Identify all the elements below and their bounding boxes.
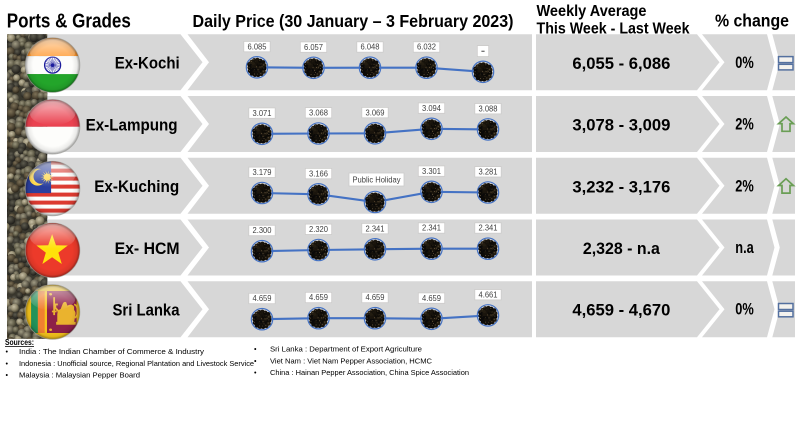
svg-text:3.281: 3.281: [479, 168, 498, 177]
svg-text:2%: 2%: [735, 116, 754, 134]
svg-text:Ex-Kochi: Ex-Kochi: [115, 54, 180, 73]
svg-text:Ports & Grades: Ports & Grades: [7, 10, 131, 32]
svg-text:4.659: 4.659: [422, 294, 441, 303]
svg-text:Sri Lanka: Sri Lanka: [113, 301, 180, 320]
svg-text:Ex-Kuching: Ex-Kuching: [94, 177, 179, 196]
svg-text:0%: 0%: [735, 301, 754, 319]
svg-text:•: •: [254, 356, 257, 365]
svg-text:4.659: 4.659: [253, 294, 272, 303]
svg-text:India : The Indian Chamber of: India : The Indian Chamber of Commerce &…: [19, 347, 204, 356]
svg-text:•: •: [6, 347, 9, 356]
svg-text:Malaysia : Malaysian Pepper Bo: Malaysia : Malaysian Pepper Board: [19, 371, 140, 380]
svg-text:Sri Lanka : Department of Expo: Sri Lanka : Department of Export Agricul…: [270, 345, 422, 354]
svg-text:Daily Price (30 January – 3 Fe: Daily Price (30 January – 3 February 202…: [193, 11, 514, 31]
svg-text:0%: 0%: [735, 54, 754, 72]
svg-text:3.071: 3.071: [253, 109, 272, 118]
svg-text:% change: % change: [715, 10, 789, 30]
svg-text:2,328 - n.a: 2,328 - n.a: [583, 239, 661, 258]
svg-text:6.085: 6.085: [248, 42, 268, 51]
svg-text:6.032: 6.032: [417, 43, 436, 52]
svg-text:Weekly Average: Weekly Average: [537, 3, 647, 20]
svg-text:3.301: 3.301: [422, 167, 441, 176]
svg-text:6,055 - 6,086: 6,055 - 6,086: [572, 54, 670, 73]
svg-text:4.661: 4.661: [479, 290, 498, 299]
svg-text:6.048: 6.048: [361, 43, 380, 52]
svg-text:3.088: 3.088: [479, 104, 498, 113]
svg-text:Sources:: Sources:: [5, 338, 34, 347]
svg-text:2.320: 2.320: [309, 225, 329, 234]
svg-text:2.341: 2.341: [422, 224, 441, 233]
svg-text:4.659: 4.659: [366, 293, 385, 302]
svg-text:2.341: 2.341: [366, 224, 385, 233]
svg-text:n.a: n.a: [735, 239, 754, 257]
svg-text:•: •: [254, 368, 257, 377]
svg-text:3.069: 3.069: [366, 108, 385, 117]
svg-text:Indonesia : Unofficial source,: Indonesia : Unofficial source, Regional …: [19, 359, 254, 368]
svg-text:3.179: 3.179: [253, 168, 272, 177]
svg-text:This Week - Last Week: This Week - Last Week: [537, 21, 690, 38]
svg-text:2.300: 2.300: [253, 226, 273, 235]
svg-text:4.659: 4.659: [309, 293, 328, 302]
svg-text:•: •: [6, 371, 9, 380]
svg-text:3.166: 3.166: [309, 169, 328, 178]
svg-text:Ex-Lampung: Ex-Lampung: [86, 115, 178, 134]
svg-text:3.094: 3.094: [422, 104, 442, 113]
svg-text:China : Hainan Pepper Associat: China : Hainan Pepper Association, China…: [270, 368, 469, 377]
svg-text:3,232 - 3,176: 3,232 - 3,176: [572, 177, 670, 196]
svg-text:6.057: 6.057: [304, 43, 323, 52]
svg-text:Viet Nam : Viet Nam Pepper Ass: Viet Nam : Viet Nam Pepper Association, …: [270, 356, 433, 365]
svg-text:•: •: [6, 359, 9, 368]
svg-text:2%: 2%: [735, 177, 754, 195]
svg-text:3,078 - 3,009: 3,078 - 3,009: [572, 116, 670, 135]
svg-text:3.068: 3.068: [309, 109, 328, 118]
svg-text:Ex- HCM: Ex- HCM: [115, 239, 180, 258]
svg-text:2.341: 2.341: [479, 224, 498, 233]
svg-text:•: •: [254, 345, 257, 354]
svg-text:4,659 - 4,670: 4,659 - 4,670: [572, 301, 670, 320]
svg-text:Public Holiday: Public Holiday: [353, 175, 401, 184]
